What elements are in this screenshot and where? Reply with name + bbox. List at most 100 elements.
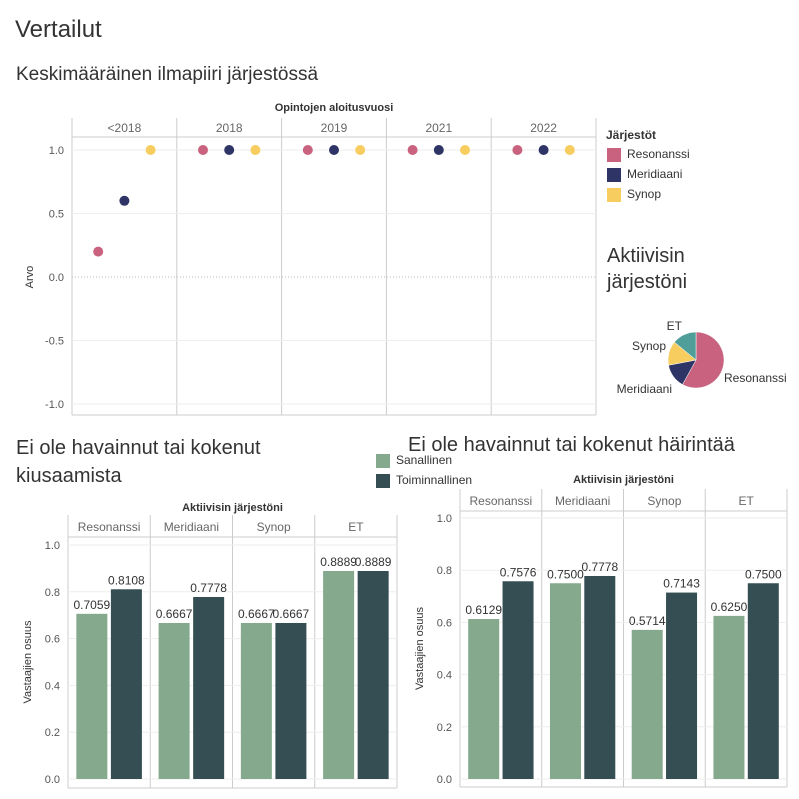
pie-slice-label: Meridiaani (617, 382, 672, 396)
data-label: 0.7778 (581, 560, 618, 574)
data-label: 0.8108 (108, 573, 145, 587)
pie-slice-label: Resonanssi (724, 371, 787, 385)
y-tick-label: 0.5 (49, 209, 64, 221)
y-tick-label: 0.6 (437, 617, 452, 629)
data-label: 0.5714 (629, 614, 666, 628)
category-label: ET (348, 520, 364, 534)
legend-swatch (607, 167, 621, 182)
data-point-resonanssi (93, 246, 104, 257)
y-tick-label: 0.8 (45, 587, 60, 599)
bar-toiminnallinen (110, 589, 142, 779)
legend-item-synop[interactable]: Synop (607, 187, 661, 202)
harassment-bar-chart: Aktiivisin järjestöni Resonanssi Meridiaan… (414, 474, 788, 788)
category-label: Synop (647, 494, 681, 508)
facet-header-label: Opintojen aloitusvuosi (275, 102, 394, 114)
data-point-resonanssi (407, 145, 418, 155)
bar-sanallinen (631, 629, 663, 779)
org-legend-title: Järjestöt (606, 128, 657, 142)
bar-toiminnallinen (275, 622, 307, 779)
data-point-resonanssi (302, 145, 313, 155)
bar-toiminnallinen (747, 583, 779, 779)
data-point-meridiaani (119, 195, 130, 206)
pie-slice-resonanssi (682, 331, 725, 389)
pie-slice-label: ET (667, 319, 683, 333)
pie-title: Aktiivisin järjestöni (607, 245, 688, 293)
y-tick-label: 0.2 (45, 727, 60, 739)
y-tick-label: 0.0 (437, 774, 452, 786)
data-label: 0.7500 (745, 567, 782, 581)
harassment-chart-title: Ei ole havainnut tai kokenut häirintää (408, 434, 735, 456)
data-label: 0.6250 (711, 600, 748, 614)
data-point-meridiaani (433, 145, 444, 155)
category-label: Meridiaani (164, 520, 219, 534)
data-point-synop (564, 145, 575, 155)
y-tick-label: 0.4 (437, 670, 452, 682)
data-point-synop (250, 145, 261, 155)
data-label: 0.8889 (355, 555, 392, 569)
data-label: 0.6667 (273, 607, 310, 621)
y-tick-label: 0.0 (49, 272, 64, 284)
bar-toiminnallinen (357, 570, 389, 779)
category-label: ET (738, 494, 754, 508)
bullying-chart-title: Ei ole havainnut tai kokenut kiusaamista (16, 437, 261, 487)
y-tick-label: 0.0 (45, 774, 60, 786)
bar-sanallinen (713, 615, 745, 779)
y-tick-label: 1.0 (45, 540, 60, 552)
data-label: 0.7778 (190, 581, 227, 595)
legend-item-sanallinen[interactable]: Sanallinen (376, 453, 452, 468)
data-label: 0.6667 (238, 607, 275, 621)
y-tick-label: 1.0 (437, 513, 452, 525)
data-label: 0.6129 (465, 603, 502, 617)
y-axis-label: Vastaajien osuus (22, 620, 34, 703)
bar-sanallinen (240, 622, 272, 779)
data-label: 0.7500 (547, 567, 584, 581)
legend-item-resonanssi[interactable]: Resonanssi (607, 147, 690, 162)
data-point-synop (460, 145, 470, 155)
legend-item-meridiaani[interactable]: Meridiaani (607, 167, 682, 182)
data-label: 0.7143 (663, 577, 700, 591)
bar-sanallinen (549, 583, 581, 779)
legend-item-toiminnallinen[interactable]: Toiminnallinen (376, 473, 472, 488)
bar-sanallinen (468, 619, 500, 779)
facet-label: 2018 (216, 121, 243, 135)
data-label: 0.6667 (156, 607, 193, 621)
facet-label: 2019 (321, 121, 348, 135)
y-tick-label: -0.5 (45, 336, 64, 348)
data-point-meridiaani (329, 145, 339, 155)
facet-label: 2022 (530, 121, 557, 135)
y-tick-label: 0.2 (437, 722, 452, 734)
facet-label: 2021 (425, 121, 452, 135)
scatter-chart: Opintojen aloitusvuosi <2018 2018 2019 2021 2… (24, 102, 597, 416)
bullying-bar-chart: Aktiivisin järjestöni Resonanssi Meridiaan… (22, 502, 398, 789)
y-tick-label: -1.0 (45, 399, 64, 411)
bar-toiminnallinen (193, 596, 225, 779)
y-axis-label: Vastaajien osuus (414, 607, 426, 690)
y-axis-label: Arvo (24, 266, 36, 289)
bar-toiminnallinen (502, 581, 534, 779)
category-label: Meridiaani (555, 494, 610, 508)
data-point-meridiaani (224, 145, 235, 155)
data-label: 0.7059 (74, 598, 111, 612)
legend-swatch (376, 473, 390, 488)
y-tick-label: 0.6 (45, 634, 60, 646)
category-label: Resonanssi (78, 520, 141, 534)
data-label: 0.7576 (500, 565, 537, 579)
bar-toiminnallinen (666, 592, 698, 779)
data-point-synop (145, 145, 156, 155)
facet-header-label: Aktiivisin järjestöni (573, 474, 674, 486)
bar-sanallinen (323, 570, 355, 779)
y-tick-label: 0.8 (437, 565, 452, 577)
y-tick-label: 1.0 (49, 145, 64, 157)
data-label: 0.8889 (320, 555, 357, 569)
data-point-meridiaani (538, 145, 549, 155)
data-point-resonanssi (198, 145, 208, 155)
category-label: Synop (257, 520, 291, 534)
facet-header-label: Aktiivisin järjestöni (182, 502, 283, 514)
bar-sanallinen (76, 613, 108, 779)
page-title: Vertailut (15, 16, 102, 43)
data-point-resonanssi (512, 145, 523, 155)
bar-sanallinen (158, 622, 190, 779)
legend-swatch (607, 187, 621, 202)
legend-swatch (607, 147, 621, 162)
